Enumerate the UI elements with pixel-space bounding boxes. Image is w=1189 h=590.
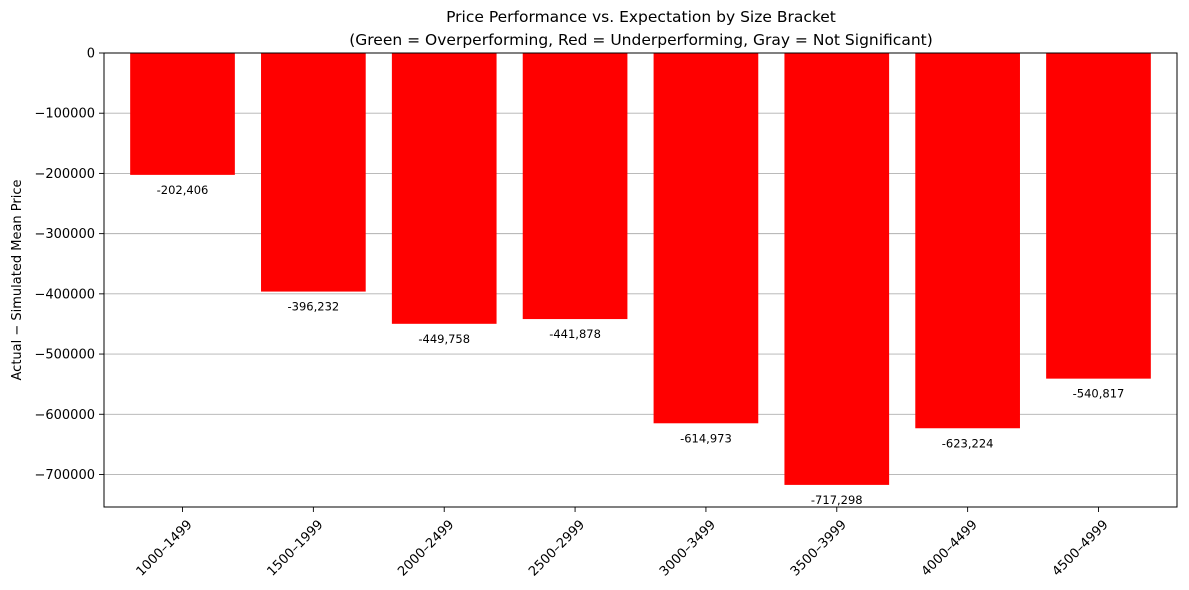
bar-3000–3499 [653,53,759,424]
x-tick-label: 4500–4999 [1050,517,1112,579]
data-label: -396,232 [288,300,340,314]
data-label: -441,878 [549,327,601,341]
bars [130,53,1151,485]
y-tick-label: −700000 [34,468,95,483]
bar-2500–2999 [522,53,628,320]
y-tick-label: −100000 [34,107,95,122]
bar-4500–4999 [1046,53,1151,379]
y-tick-label: −300000 [34,227,95,242]
x-tick-label: 3500–3999 [788,517,850,579]
y-tick-label: 0 [87,47,95,62]
y-axis-title: Actual − Simulated Mean Price [10,180,25,381]
y-tick-label: −200000 [34,167,95,182]
bar-1500–1999 [261,53,366,292]
data-label: -717,298 [811,493,863,507]
x-tick-label: 3000–3499 [657,517,719,579]
x-tick-label: 1000–1499 [134,517,196,579]
x-tick-label: 1500–1999 [264,517,326,579]
data-label: -540,817 [1073,387,1125,401]
data-label: -623,224 [942,436,994,450]
y-tick-label: −500000 [34,348,95,363]
plot-frame [103,52,1178,508]
x-tick-label: 2500–2999 [526,517,588,579]
chart-subtitle: (Green = Overperforming, Red = Underperf… [349,31,933,49]
y-tick-label: −600000 [34,408,95,423]
x-tick-label: 2000–2499 [395,517,457,579]
x-tick-label: 4000–4499 [919,517,981,579]
data-label: -614,973 [680,431,732,445]
bar-4000–4499 [915,53,1020,429]
y-tick-label: −400000 [34,287,95,302]
bar-2000–2499 [391,53,497,324]
data-label: -449,758 [418,332,470,346]
bar-3500–3999 [784,53,890,485]
data-labels: -202,406 -396,232 -449,758 -441,878 -614,973… [157,183,1125,507]
data-label: -202,406 [157,183,209,197]
bar-1000–1499 [130,53,235,175]
chart-title: Price Performance vs. Expectation by Siz… [446,8,836,26]
